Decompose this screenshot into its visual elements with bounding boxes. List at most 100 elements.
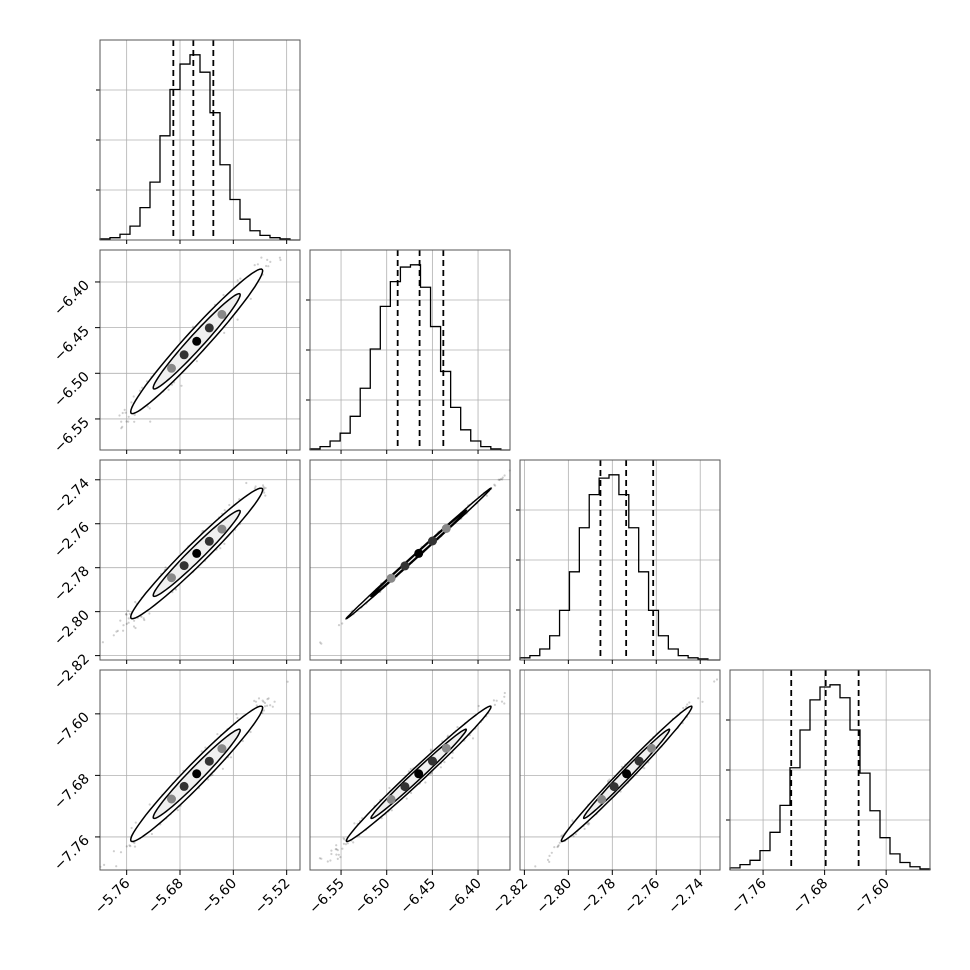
sample-point bbox=[143, 618, 146, 622]
sample-point bbox=[191, 325, 195, 328]
sample-point bbox=[682, 706, 685, 710]
sample-point bbox=[122, 624, 125, 627]
sample-point bbox=[180, 384, 183, 387]
sample-point bbox=[249, 730, 252, 734]
sample-point bbox=[269, 260, 272, 263]
sample-point bbox=[146, 405, 149, 408]
sample-point bbox=[352, 841, 355, 844]
pair-1-2-density-core bbox=[441, 524, 451, 533]
sample-point bbox=[260, 256, 263, 259]
sample-point bbox=[241, 739, 244, 743]
sample-point bbox=[150, 832, 153, 836]
sample-point bbox=[133, 413, 136, 417]
pair-0-3-frame bbox=[99, 669, 301, 871]
sample-point bbox=[271, 705, 274, 708]
sample-point bbox=[245, 481, 248, 485]
sample-point bbox=[588, 822, 591, 825]
sample-point bbox=[286, 680, 289, 683]
y-tick-label: −2.80 bbox=[51, 607, 93, 649]
sample-point bbox=[546, 858, 550, 862]
sample-point bbox=[278, 256, 281, 259]
sample-point bbox=[116, 629, 119, 633]
sample-point bbox=[253, 699, 256, 703]
sample-point bbox=[501, 478, 504, 481]
sample-point bbox=[353, 822, 356, 825]
sample-point bbox=[132, 625, 136, 628]
sample-point bbox=[174, 588, 178, 591]
pair-0-2-density-core bbox=[204, 536, 214, 546]
sample-point bbox=[130, 826, 133, 830]
y-tick-label: −2.78 bbox=[51, 563, 93, 605]
sample-point bbox=[122, 629, 125, 632]
sample-point bbox=[112, 850, 115, 853]
sample-point bbox=[264, 705, 267, 708]
sample-point bbox=[128, 844, 131, 847]
sample-point bbox=[326, 860, 329, 863]
sample-point bbox=[337, 853, 340, 856]
sample-point bbox=[112, 634, 115, 637]
sample-point bbox=[127, 617, 130, 620]
sample-point bbox=[471, 737, 475, 740]
pair-0-3-density-core bbox=[179, 781, 189, 791]
sample-point bbox=[587, 823, 590, 826]
sample-point bbox=[125, 613, 128, 616]
sample-point bbox=[132, 395, 135, 398]
sample-point bbox=[494, 484, 497, 487]
sample-point bbox=[254, 700, 258, 703]
sample-point bbox=[501, 476, 504, 479]
sample-point bbox=[141, 386, 144, 389]
x-tick-label: −5.60 bbox=[199, 876, 241, 918]
sample-point bbox=[115, 865, 118, 868]
sample-point bbox=[330, 852, 333, 856]
sample-point bbox=[443, 761, 446, 764]
sample-point bbox=[223, 331, 226, 334]
pair-1-2-frame bbox=[309, 459, 511, 661]
sample-point bbox=[607, 779, 610, 783]
x-tick-label: −5.68 bbox=[145, 876, 187, 918]
y-tick-label: −6.40 bbox=[51, 277, 93, 319]
pair-2-3-density-core bbox=[647, 743, 656, 753]
y-tick-label: −7.68 bbox=[51, 771, 93, 813]
pair-0-2-density-core bbox=[167, 573, 176, 583]
sample-point bbox=[216, 733, 219, 736]
sample-point bbox=[685, 705, 688, 709]
sample-point bbox=[424, 781, 427, 784]
y-tick-label: −6.55 bbox=[51, 414, 93, 456]
sample-point bbox=[133, 619, 136, 622]
sample-point bbox=[560, 834, 563, 837]
pair-2-3-density-core bbox=[622, 769, 632, 779]
sample-point bbox=[167, 388, 170, 391]
pair-0-2-frame bbox=[99, 459, 301, 661]
sample-point bbox=[574, 833, 578, 836]
sample-point bbox=[148, 612, 151, 615]
pair-0-3-density-core bbox=[217, 744, 227, 754]
sample-point bbox=[390, 809, 393, 812]
sample-point bbox=[125, 420, 128, 423]
pair-0-1-density-core bbox=[167, 363, 176, 373]
sample-point bbox=[164, 566, 167, 569]
sample-point bbox=[119, 619, 122, 622]
hist-3-frame bbox=[729, 669, 931, 871]
sample-point bbox=[222, 293, 225, 297]
sample-point bbox=[342, 837, 345, 840]
sample-point bbox=[223, 509, 226, 512]
sample-point bbox=[207, 778, 210, 781]
sample-point bbox=[229, 756, 233, 759]
pair-1-3-density-core bbox=[414, 769, 424, 779]
histogram-3 bbox=[729, 684, 931, 870]
sample-point bbox=[149, 420, 152, 423]
sample-point bbox=[128, 612, 131, 616]
sample-point bbox=[200, 750, 203, 753]
sample-point bbox=[124, 411, 127, 414]
sample-point bbox=[553, 846, 556, 849]
sample-point bbox=[123, 408, 126, 411]
sample-point bbox=[176, 809, 179, 812]
sample-point bbox=[256, 263, 259, 266]
sample-point bbox=[697, 697, 700, 700]
sample-point bbox=[148, 803, 151, 806]
sample-point bbox=[262, 709, 265, 712]
sample-point bbox=[118, 414, 121, 417]
sample-point bbox=[211, 773, 214, 777]
sample-point bbox=[341, 847, 344, 850]
sample-point bbox=[267, 265, 270, 268]
